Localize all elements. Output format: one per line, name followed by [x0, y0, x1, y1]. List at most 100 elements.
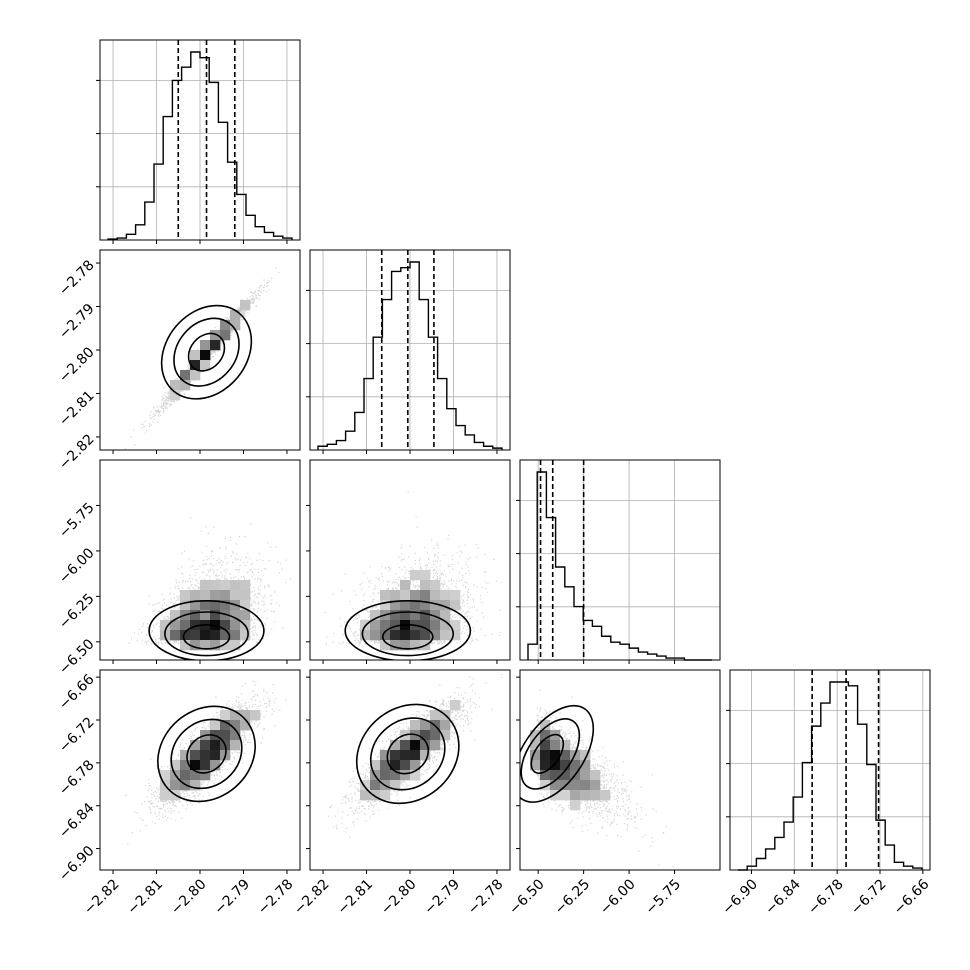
- density-bin: [180, 750, 191, 761]
- density-bin: [190, 780, 201, 791]
- ytick-label-1-2: −2.80: [56, 344, 98, 386]
- xtick-label-3-2: −6.78: [805, 876, 847, 918]
- density-bin: [220, 580, 231, 591]
- density-bin: [390, 780, 401, 791]
- pair-0-1-frame: [99, 249, 301, 451]
- density-bin: [380, 620, 391, 631]
- density-bin: [570, 760, 581, 771]
- density-bin: [220, 620, 231, 631]
- density-bin: [580, 770, 591, 781]
- density-bin: [370, 780, 381, 791]
- density-bin: [170, 390, 181, 401]
- density-bin: [430, 740, 441, 751]
- density-bin: [540, 750, 551, 761]
- density-bin: [180, 600, 191, 611]
- density-bin: [230, 710, 241, 721]
- hist-1-frame: [309, 249, 511, 451]
- hist-step-3: [738, 681, 923, 871]
- density-bin: [530, 760, 541, 771]
- hist-panel-0: [96, 39, 301, 244]
- density-bin: [370, 610, 381, 621]
- density-bin: [560, 740, 571, 751]
- density-bin: [200, 610, 211, 621]
- density-bin: [420, 590, 431, 601]
- density-bin: [600, 790, 611, 801]
- density-bin: [380, 760, 391, 771]
- density-bin: [240, 710, 251, 721]
- pair-content: [125, 680, 287, 845]
- density-bin: [550, 790, 561, 801]
- density-bin: [210, 330, 221, 341]
- density-bin: [400, 770, 411, 781]
- density-bin: [380, 750, 391, 761]
- pair-panel-2-3: [516, 669, 721, 874]
- density-bin: [390, 770, 401, 781]
- density-bin: [400, 610, 411, 621]
- density-bin: [580, 760, 591, 771]
- xtick-label-1-0: −2.82: [291, 876, 333, 918]
- density-bin: [390, 610, 401, 621]
- ytick-label-1-0: −2.82: [56, 431, 98, 473]
- xtick-label-0-1: −2.81: [124, 876, 166, 918]
- density-bin: [220, 720, 231, 731]
- density-bin: [540, 740, 551, 751]
- ytick-label-1-1: −2.81: [56, 388, 98, 430]
- density-bin: [440, 730, 451, 741]
- ytick-label-3-2: −6.78: [56, 757, 98, 799]
- density-bin: [420, 630, 431, 641]
- density-bin: [180, 370, 191, 381]
- density-bin: [210, 610, 221, 621]
- pair-1-3-frame: [309, 669, 511, 871]
- density-bin: [220, 630, 231, 641]
- density-bin: [540, 760, 551, 771]
- density-bin: [230, 620, 241, 631]
- density-bin: [380, 630, 391, 641]
- pair-2-3-frame: [519, 669, 721, 871]
- density-bin: [180, 640, 191, 651]
- density-bin: [210, 630, 221, 641]
- density-bin: [380, 790, 391, 801]
- density-bin: [540, 720, 551, 731]
- hist-panel-2: [516, 459, 721, 664]
- density-bin: [370, 760, 381, 771]
- xtick-label-3-0: −6.90: [719, 876, 761, 918]
- density-bin: [220, 600, 231, 611]
- density-bin: [440, 600, 451, 611]
- density-bin: [210, 750, 221, 761]
- contour-level: [148, 600, 265, 660]
- density-bin: [410, 600, 421, 611]
- xtick-label-0-2: −2.80: [168, 876, 210, 918]
- ytick-label-3-4: −6.66: [56, 671, 98, 713]
- contour-level: [369, 717, 446, 791]
- density-bin: [550, 780, 561, 791]
- density-bin: [240, 630, 251, 641]
- xtick-label-3-4: −6.66: [891, 876, 933, 918]
- density-bin: [230, 580, 241, 591]
- density-bin: [200, 360, 211, 371]
- contour-level: [386, 733, 430, 775]
- density-bin: [190, 600, 201, 611]
- density-bin: [230, 640, 241, 651]
- density-bin: [200, 770, 211, 781]
- density-bin: [220, 590, 231, 601]
- density-bin: [190, 590, 201, 601]
- density-bin: [420, 570, 431, 581]
- density-bin: [560, 770, 571, 781]
- density-bin: [390, 750, 401, 761]
- density-bin: [400, 640, 411, 651]
- density-bin: [400, 580, 411, 591]
- contour-level: [187, 332, 226, 372]
- density-bin: [370, 790, 381, 801]
- pair-panel-0-3: [96, 669, 301, 874]
- pair-panel-1-2: [306, 459, 511, 664]
- xtick-label-2-1: −6.25: [552, 876, 594, 918]
- hist-panel-1: [306, 249, 511, 454]
- density-bin: [200, 590, 211, 601]
- density-bin: [250, 710, 261, 721]
- xtick-label-1-2: −2.80: [378, 876, 420, 918]
- density-bin: [160, 770, 171, 781]
- density-bin: [390, 760, 401, 771]
- density-bin: [230, 630, 241, 641]
- density-bin: [430, 710, 441, 721]
- pair-content: [520, 689, 674, 868]
